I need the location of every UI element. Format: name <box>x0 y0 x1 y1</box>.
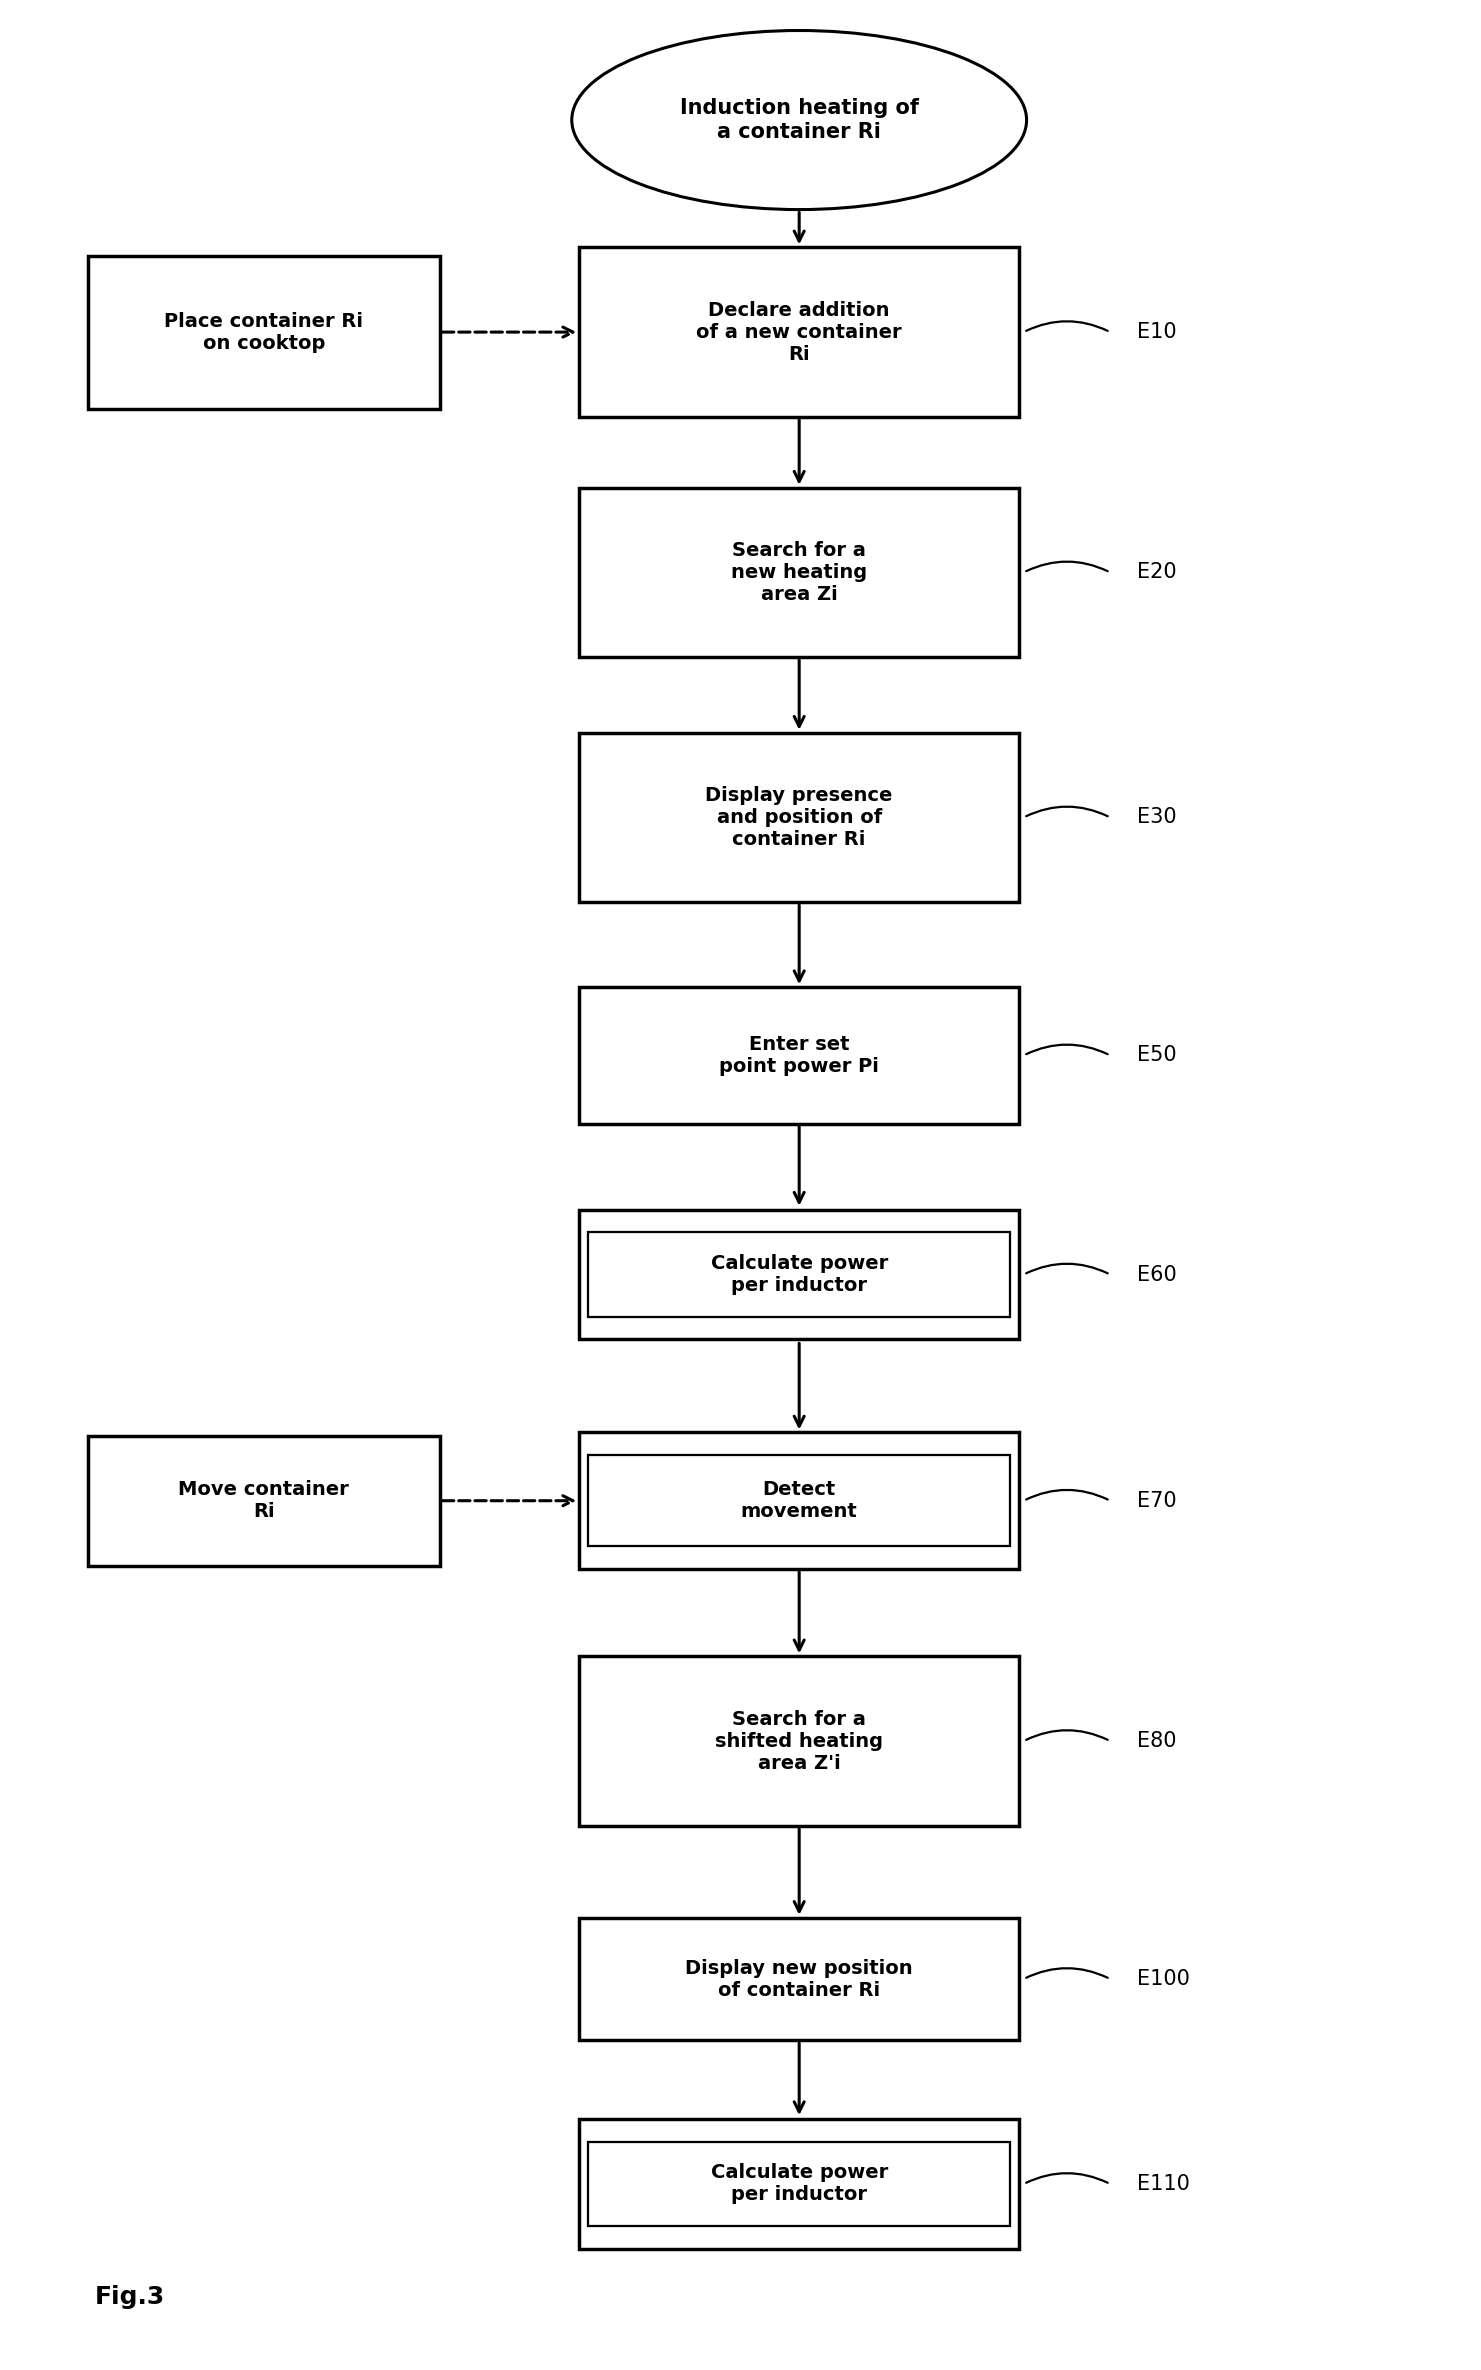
Text: Search for a
new heating
area Zi: Search for a new heating area Zi <box>732 540 868 604</box>
Text: E10: E10 <box>1136 322 1176 341</box>
Text: Search for a
shifted heating
area Z'i: Search for a shifted heating area Z'i <box>715 1709 883 1773</box>
Text: Fig.3: Fig.3 <box>95 2285 166 2308</box>
Bar <box>588 1455 1010 1545</box>
Text: Place container Ri
on cooktop: Place container Ri on cooktop <box>164 310 363 353</box>
Text: Declare addition
of a new container
Ri: Declare addition of a new container Ri <box>696 301 902 363</box>
Text: Induction heating of
a container Ri: Induction heating of a container Ri <box>680 100 918 142</box>
Bar <box>579 2119 1019 2249</box>
Text: E80: E80 <box>1136 1730 1176 1751</box>
Bar <box>87 256 440 408</box>
Bar <box>579 1431 1019 1569</box>
Text: E110: E110 <box>1136 2173 1189 2195</box>
Text: Move container
Ri: Move container Ri <box>178 1481 350 1522</box>
Text: Detect
movement: Detect movement <box>740 1481 857 1522</box>
Bar <box>579 986 1019 1123</box>
Text: Calculate power
per inductor: Calculate power per inductor <box>711 2164 887 2204</box>
Text: Display new position
of container Ri: Display new position of container Ri <box>686 1958 912 2000</box>
Text: E100: E100 <box>1136 1969 1189 1988</box>
Text: Enter set
point power Pi: Enter set point power Pi <box>720 1036 880 1076</box>
Text: E70: E70 <box>1136 1491 1176 1510</box>
Text: E20: E20 <box>1136 562 1176 583</box>
Text: E50: E50 <box>1136 1045 1176 1066</box>
Bar <box>588 2142 1010 2225</box>
Bar <box>579 1657 1019 1825</box>
Text: E60: E60 <box>1136 1266 1176 1285</box>
Bar <box>87 1436 440 1567</box>
Text: E30: E30 <box>1136 808 1176 827</box>
Text: Calculate power
per inductor: Calculate power per inductor <box>711 1254 887 1294</box>
Bar <box>579 732 1019 903</box>
Bar <box>579 246 1019 417</box>
Ellipse shape <box>572 31 1026 209</box>
Text: Display presence
and position of
container Ri: Display presence and position of contain… <box>705 787 893 848</box>
Bar <box>588 1232 1010 1318</box>
Bar <box>579 1209 1019 1339</box>
Bar <box>579 1917 1019 2041</box>
Bar <box>579 488 1019 656</box>
